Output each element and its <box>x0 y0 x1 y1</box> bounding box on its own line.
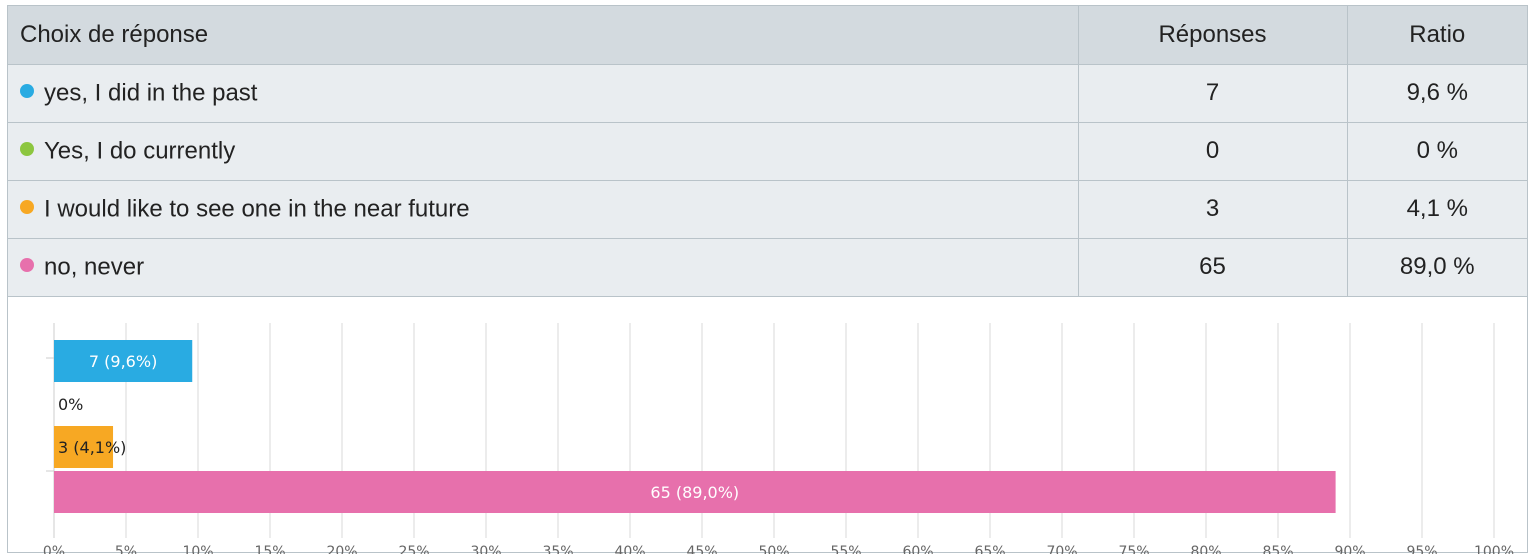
row-ratio: 9,6 % <box>1346 63 1527 123</box>
x-tick-label: 15% <box>254 544 285 554</box>
x-tick-label: 70% <box>1046 544 1077 554</box>
row-responses: 65 <box>1077 237 1348 297</box>
series-dot-icon <box>20 142 34 157</box>
results-table: Choix de réponse Réponses Ratio yes, I d… <box>8 6 1527 297</box>
table-row: yes, I did in the past 7 9,6 % <box>8 63 1527 123</box>
row-label-cell: Yes, I do currently <box>8 121 1079 181</box>
row-ratio: 89,0 % <box>1346 237 1527 297</box>
x-tick-label: 25% <box>398 544 429 554</box>
bar <box>54 426 114 468</box>
bar-chart-svg: 0% 5% 10% 15% 20% 25% 30% 35% 40% 45% 50% 55% 60% 65%… <box>43 323 1514 559</box>
series-dot-icon <box>20 258 34 273</box>
row-ratio: 0 % <box>1346 121 1527 181</box>
x-tick-label: 100% <box>1474 544 1514 554</box>
x-tick-label: 75% <box>1118 544 1149 554</box>
header-responses: Réponses <box>1077 6 1348 65</box>
table-row: no, never 65 89,0 % <box>8 237 1527 297</box>
row-responses: 3 <box>1077 179 1348 239</box>
table-row: I would like to see one in the near futu… <box>8 179 1527 239</box>
table-row: Yes, I do currently 0 0 % <box>8 121 1527 181</box>
row-label: Yes, I do currently <box>44 137 236 165</box>
x-tick-label: 90% <box>1334 544 1365 554</box>
x-tick-label: 40% <box>614 544 645 554</box>
x-tick-label: 10% <box>182 544 213 554</box>
row-label: yes, I did in the past <box>44 79 258 107</box>
x-tick-label: 30% <box>470 544 501 554</box>
row-responses: 7 <box>1077 63 1348 123</box>
row-label-cell: no, never <box>8 237 1079 297</box>
x-tick-label: 65% <box>974 544 1005 554</box>
x-tick-label: 0% <box>43 544 65 554</box>
row-label-cell: I would like to see one in the near futu… <box>8 179 1079 239</box>
x-tick-label: 60% <box>902 544 933 554</box>
row-ratio: 4,1 % <box>1346 179 1527 239</box>
row-label: I would like to see one in the near futu… <box>44 195 470 223</box>
bar-data-label: 65 (89,0%) <box>650 483 739 502</box>
table-header-row: Choix de réponse Réponses Ratio <box>8 6 1527 65</box>
x-tick-label: 20% <box>326 544 357 554</box>
bar-data-label: 7 (9,6%) <box>89 352 157 371</box>
bar-data-label: 0% <box>58 395 83 414</box>
row-label-cell: yes, I did in the past <box>8 63 1079 123</box>
bar <box>54 471 1336 513</box>
x-tick-label: 80% <box>1190 544 1221 554</box>
bar-data-label: 3 (4,1%) <box>58 438 126 457</box>
bar-chart: 0% 5% 10% 15% 20% 25% 30% 35% 40% 45% 50% 55% 60% 65%… <box>8 298 1527 559</box>
x-tick-label: 95% <box>1406 544 1437 554</box>
x-tick-label: 85% <box>1262 544 1293 554</box>
x-tick-label: 55% <box>830 544 861 554</box>
row-label: no, never <box>44 253 145 281</box>
results-panel: Choix de réponse Réponses Ratio yes, I d… <box>7 5 1528 559</box>
x-tick-label: 5% <box>115 544 137 554</box>
series-dot-icon <box>20 200 34 215</box>
row-responses: 0 <box>1077 121 1348 181</box>
x-tick-label: 50% <box>758 544 789 554</box>
header-choice: Choix de réponse <box>8 6 1079 65</box>
x-tick-label: 45% <box>686 544 717 554</box>
series-dot-icon <box>20 84 34 99</box>
header-ratio: Ratio <box>1346 6 1527 65</box>
bar <box>54 340 193 382</box>
x-tick-label: 35% <box>542 544 573 554</box>
